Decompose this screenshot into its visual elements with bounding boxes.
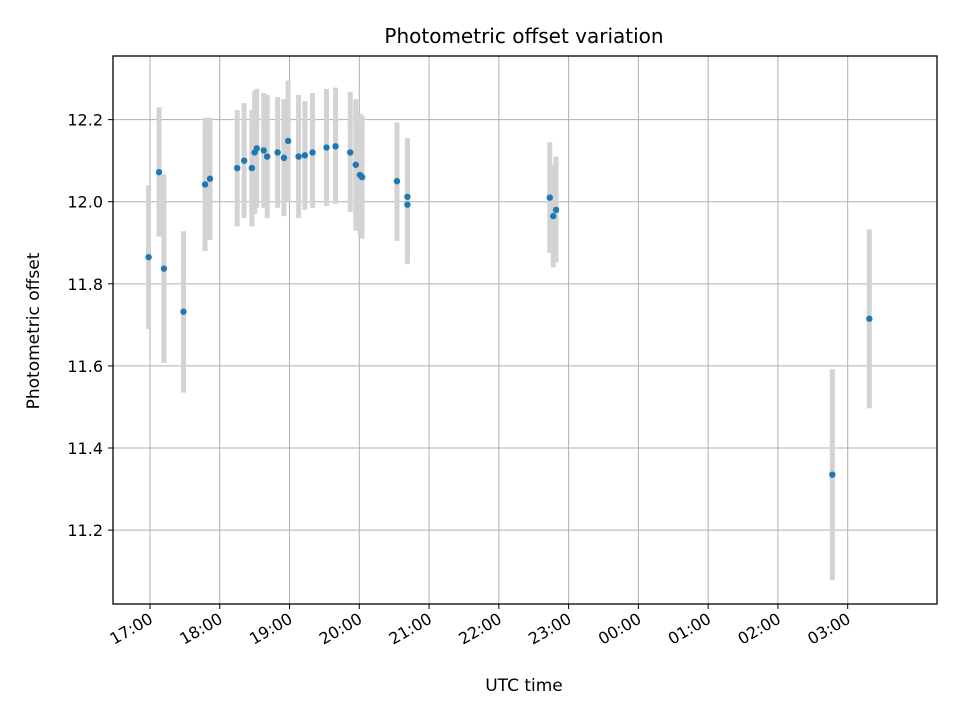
y-tick-label: 11.8 xyxy=(67,275,103,294)
data-point xyxy=(352,161,360,168)
y-tick-label: 12.2 xyxy=(67,111,103,130)
data-point xyxy=(309,149,316,156)
y-tick-label: 11.6 xyxy=(67,357,103,376)
data-point xyxy=(393,177,401,185)
y-tick-label: 11.4 xyxy=(67,439,103,458)
data-point xyxy=(280,154,288,162)
data-point xyxy=(284,137,292,145)
data-point xyxy=(404,201,411,208)
data-point xyxy=(323,144,330,151)
data-point xyxy=(160,265,168,272)
data-point xyxy=(552,206,560,214)
data-point xyxy=(260,147,267,154)
data-point xyxy=(301,152,309,159)
data-point xyxy=(263,153,271,160)
y-tick-label: 11.2 xyxy=(67,521,103,540)
data-point xyxy=(155,168,163,176)
data-point xyxy=(145,253,152,261)
data-point xyxy=(180,308,187,315)
data-point xyxy=(404,193,411,200)
data-point xyxy=(253,145,260,152)
x-axis-label: UTC time xyxy=(485,676,563,696)
data-point xyxy=(206,175,214,182)
y-axis-ticks: 11.2 11.4 11.6 11.8 12.0 12.2 xyxy=(67,111,113,540)
y-axis-label: Photometric offset xyxy=(24,252,44,409)
chart-title: Photometric offset variation xyxy=(384,24,663,48)
data-point xyxy=(546,194,553,201)
data-point xyxy=(347,149,354,156)
plot-frame xyxy=(112,55,938,605)
data-point xyxy=(829,471,836,478)
y-tick-label: 12.0 xyxy=(67,193,103,212)
data-point xyxy=(201,181,209,188)
data-points xyxy=(145,137,873,478)
data-point xyxy=(240,157,248,164)
data-point xyxy=(248,164,256,172)
data-point xyxy=(274,149,281,156)
data-point xyxy=(295,153,302,160)
data-point xyxy=(358,173,366,181)
data-point xyxy=(550,212,557,220)
data-point xyxy=(233,164,241,172)
data-point xyxy=(332,143,339,150)
data-point xyxy=(866,315,873,322)
